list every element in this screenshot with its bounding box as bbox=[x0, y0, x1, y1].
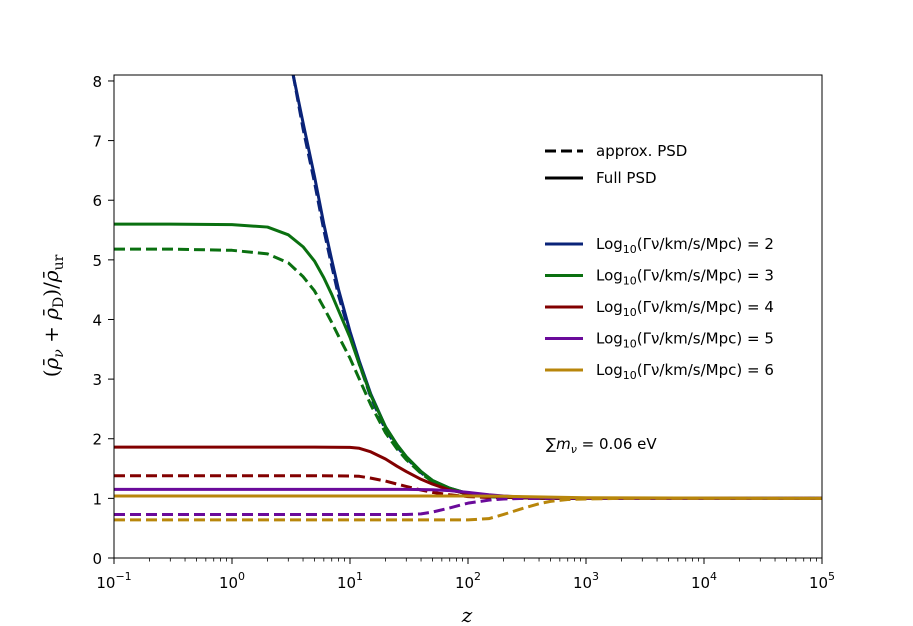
x-tick-label-2: 101 bbox=[337, 570, 363, 592]
x-tick-label-0: 10−1 bbox=[96, 570, 131, 592]
legend-series-label-2: Log10(Γν/km/s/Mpc) = 4 bbox=[596, 298, 774, 319]
annotation: ∑mν = 0.06 eV bbox=[546, 435, 657, 456]
y-tick-label-7: 7 bbox=[92, 133, 102, 151]
series-layer bbox=[114, 75, 822, 522]
legend-series-label-3: Log10(Γν/km/s/Mpc) = 5 bbox=[596, 330, 774, 351]
y-axis-label: (ρ̄ν + ρ̄D)/ρ̄ur bbox=[39, 254, 67, 377]
legend-series-label-4: Log10(Γν/km/s/Mpc) = 6 bbox=[596, 361, 774, 382]
y-tick-label-6: 6 bbox=[92, 192, 102, 210]
svg-text:(ρ̄ν + ρ̄D)/ρ̄ur: (ρ̄ν + ρ̄D)/ρ̄ur bbox=[39, 254, 67, 377]
legend-series-label-0: Log10(Γν/km/s/Mpc) = 2 bbox=[596, 235, 774, 256]
x-tick-label-1: 100 bbox=[219, 570, 245, 592]
legend-style-label-1: Full PSD bbox=[596, 169, 657, 187]
sum-mass-annotation: ∑mν = 0.06 eV bbox=[546, 435, 657, 456]
ticks-layer: 10−1 100 101 102 103 104 105 0 1 2 3 4 5 6 7 8 bbox=[92, 73, 835, 592]
x-tick-label-3: 102 bbox=[455, 570, 481, 592]
y-tick-label-3: 3 bbox=[92, 371, 102, 389]
legend: approx. PSD Full PSD Log10(Γν/km/s/Mpc) = … bbox=[545, 142, 774, 382]
legend-style-label-0: approx. PSD bbox=[596, 142, 687, 160]
y-tick-label-2: 2 bbox=[92, 431, 102, 449]
x-tick-label-5: 104 bbox=[691, 570, 717, 592]
x-tick-label-4: 103 bbox=[573, 570, 599, 592]
y-tick-label-0: 0 bbox=[92, 550, 102, 568]
y-tick-label-5: 5 bbox=[92, 252, 102, 270]
x-tick-label-6: 105 bbox=[809, 570, 835, 592]
x-axis-label: z bbox=[461, 603, 473, 626]
series-line-9 bbox=[114, 496, 822, 522]
y-tick-label-1: 1 bbox=[92, 490, 102, 508]
legend-series-label-1: Log10(Γν/km/s/Mpc) = 3 bbox=[596, 267, 774, 288]
y-tick-label-8: 8 bbox=[92, 73, 102, 91]
y-tick-label-4: 4 bbox=[92, 311, 102, 329]
